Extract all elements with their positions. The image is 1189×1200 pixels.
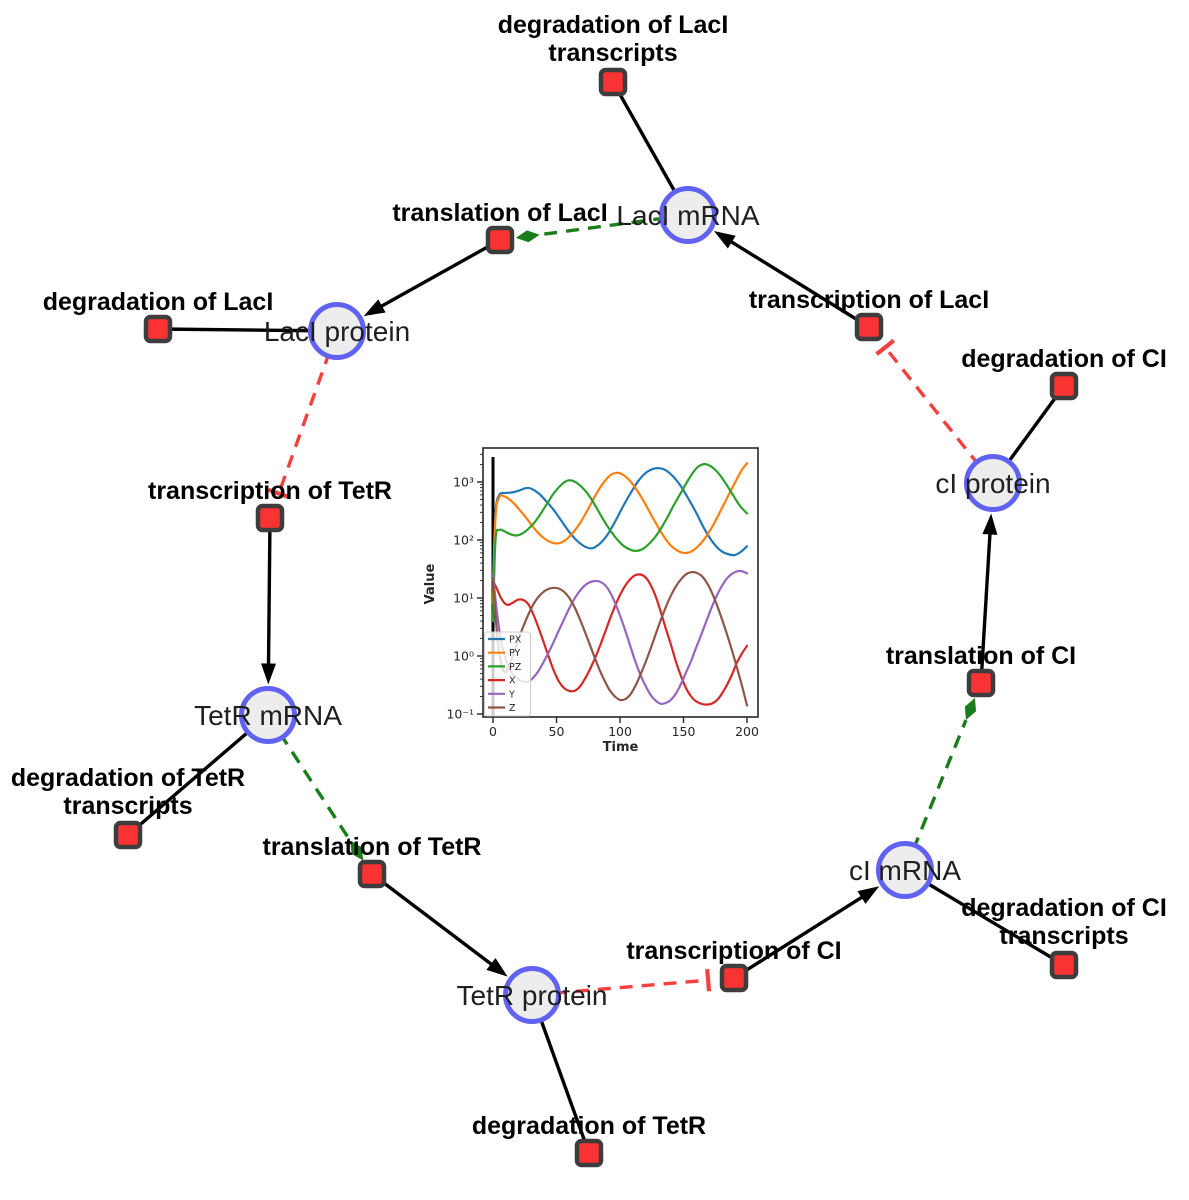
species-label-tetr_mrna: TetR mRNA <box>194 700 342 731</box>
edge-production-tx_ci-ci_mrna[interactable] <box>733 886 880 980</box>
reaction-label-transl_tetr: translation of TetR <box>263 833 482 861</box>
reaction-node-deg_tetr[interactable] <box>574 1138 604 1168</box>
y-tick-label: 10¹ <box>453 591 474 606</box>
species-node-tetr_protein[interactable] <box>503 966 561 1024</box>
chart-series-layer <box>491 462 749 707</box>
reaction-node-deg_ci[interactable] <box>1049 371 1079 401</box>
edge-production-transl_laci-laci_protein[interactable] <box>363 238 501 317</box>
y-tick-label: 10³ <box>453 475 474 490</box>
reaction-label-deg_tetr: degradation of TetR <box>472 1112 706 1140</box>
reaction-node-deg_laci[interactable] <box>143 314 173 344</box>
x-tick-label: 150 <box>672 724 696 739</box>
chart-legend: PX PY PZ XYZ <box>484 631 531 717</box>
reaction-node-transl_ci[interactable] <box>966 668 996 698</box>
reaction-label-tx_laci: transcription of LacI <box>749 286 989 314</box>
species-label-ci_mrna: cI mRNA <box>849 855 961 886</box>
series-line-Y <box>491 569 749 706</box>
x-tick-label: 200 <box>735 724 759 739</box>
reaction-label-transl_ci: translation of CI <box>886 642 1076 670</box>
reaction-label-deg_laci_tx: degradation of LacI transcripts <box>498 11 729 67</box>
nodes-layer <box>113 67 1079 1168</box>
species-node-laci_mrna[interactable] <box>659 186 717 244</box>
reaction-node-transl_tetr[interactable] <box>357 859 387 889</box>
series-line-PX <box>491 467 749 582</box>
legend-label-Y: Y <box>508 689 515 700</box>
series-line-Z <box>491 570 749 707</box>
edge-production-tx_laci-laci_mrna[interactable] <box>713 231 870 329</box>
species-label-ci_protein: cI protein <box>935 468 1050 499</box>
species-node-ci_protein[interactable] <box>964 454 1022 512</box>
x-tick-label: 50 <box>549 724 565 739</box>
edges-layer <box>126 81 1066 1154</box>
reaction-label-deg_laci: degradation of LacI <box>43 288 274 316</box>
legend-label-Z: Z <box>509 703 516 714</box>
timeseries-inset: 10³ 10² 10¹ 10⁰ 10⁻¹ 0 50 100 150 200 PX PY PZ X Y Z Tim… <box>420 438 780 768</box>
legend-label-X: X <box>509 676 516 687</box>
edge-consumption-ci_mrna-deg_ci_tx[interactable] <box>904 868 1065 967</box>
labels-layer: degradation of LacI transcripts translatio… <box>11 11 1167 1140</box>
series-line-PY <box>491 462 749 605</box>
legend-box <box>484 631 531 717</box>
edge-production-transl_tetr-tetr_protein[interactable] <box>370 872 508 977</box>
reaction-node-deg_ci_tx[interactable] <box>1049 950 1079 980</box>
species-node-laci_protein[interactable] <box>308 302 366 360</box>
reaction-node-deg_tetr_tx[interactable] <box>113 820 143 850</box>
species-label-laci_protein: LacI protein <box>264 316 410 347</box>
edge-inhibition-tetr_protein-tx_ci[interactable] <box>531 969 712 997</box>
x-tick-label: 0 <box>489 724 497 739</box>
species-node-ci_mrna[interactable] <box>876 841 934 899</box>
y-axis-title: Value <box>423 563 438 604</box>
y-tick-label: 10⁰ <box>453 649 474 664</box>
reaction-label-tx_ci: transcription of CI <box>626 937 841 965</box>
series-line-X <box>491 573 749 706</box>
reaction-label-deg_ci: degradation of CI <box>961 345 1167 373</box>
plot-frame <box>482 447 759 718</box>
species-label-tetr_protein: TetR protein <box>457 980 608 1011</box>
reaction-label-transl_laci: translation of LacI <box>392 199 607 227</box>
legend-label-PX: PX <box>509 635 522 646</box>
reaction-label-tx_tetr: transcription of TetR <box>148 477 392 505</box>
edge-consumption-laci_protein-deg_laci[interactable] <box>157 327 338 333</box>
x-tick-label: 100 <box>608 724 632 739</box>
reaction-node-deg_laci_tx[interactable] <box>598 67 628 97</box>
legend-label-PZ: PZ <box>509 662 522 673</box>
edge-production-transl_ci-ci_protein[interactable] <box>979 513 998 684</box>
reaction-node-tx_laci[interactable] <box>854 312 884 342</box>
x-axis-title: Time <box>603 740 639 755</box>
timeseries-chart-svg: 10³ 10² 10¹ 10⁰ 10⁻¹ 0 50 100 150 200 PX PY PZ XYZ Tim… <box>423 447 759 755</box>
y-tick-label: 10⁻¹ <box>446 707 474 722</box>
species-label-laci_mrna: LacI mRNA <box>616 200 759 231</box>
edge-production-tx_tetr-tetr_mrna[interactable] <box>261 517 277 685</box>
reaction-label-deg_ci_tx: degradation of CI transcripts <box>961 894 1167 950</box>
series-line-PZ <box>491 463 749 623</box>
legend-label-PY: PY <box>509 648 521 659</box>
species-node-tetr_mrna[interactable] <box>239 686 297 744</box>
reaction-node-tx_ci[interactable] <box>719 963 749 993</box>
reaction-node-tx_tetr[interactable] <box>255 503 285 533</box>
reaction-node-transl_laci[interactable] <box>485 225 515 255</box>
reaction-label-deg_tetr_tx: degradation of TetR transcripts <box>11 764 245 820</box>
edge-consumption-tetr_mrna-deg_tetr_tx[interactable] <box>126 713 270 837</box>
y-tick-label: 10² <box>453 533 474 548</box>
